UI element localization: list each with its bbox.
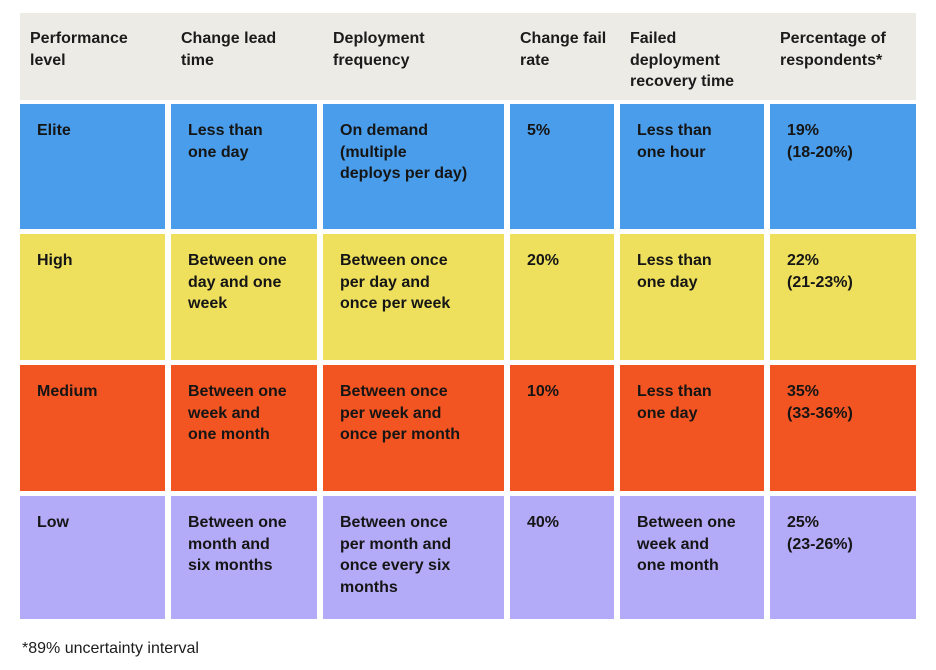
table-header-row: Performance level Change lead time Deplo… xyxy=(20,13,916,100)
cell-deployment-frequency: Between once per week and once per month xyxy=(323,365,504,491)
cell-deployment-frequency: Between once per day and once per week xyxy=(323,234,504,360)
column-header-performance-level: Performance level xyxy=(30,30,128,69)
column-header-percentage-of-respondents: Percentage of respondents* xyxy=(780,30,886,69)
cell-performance-level: Elite xyxy=(20,104,165,229)
cell-change-fail-rate: 10% xyxy=(510,365,614,491)
cell-failed-deployment-recovery-time: Less than one day xyxy=(620,365,764,491)
cell-percentage-of-respondents: 35% (33-36%) xyxy=(770,365,916,491)
column-header-change-lead-time: Change lead time xyxy=(181,30,277,69)
cell-deployment-frequency: On demand (multiple deploys per day) xyxy=(323,104,504,229)
cell-change-fail-rate: 5% xyxy=(510,104,614,229)
cell-failed-deployment-recovery-time: Less than one hour xyxy=(620,104,764,229)
cell-change-fail-rate: 40% xyxy=(510,496,614,619)
cell-failed-deployment-recovery-time: Between one week and one month xyxy=(620,496,764,619)
cell-change-lead-time: Between one month and six months xyxy=(171,496,317,619)
cell-performance-level: Low xyxy=(20,496,165,619)
cell-percentage-of-respondents: 22% (21-23%) xyxy=(770,234,916,360)
column-header-deployment-frequency: Deployment frequency xyxy=(333,30,425,69)
table-row-medium: Medium Between one week and one month Be… xyxy=(20,365,916,491)
cell-percentage-of-respondents: 25% (23-26%) xyxy=(770,496,916,619)
cell-change-lead-time: Less than one day xyxy=(171,104,317,229)
cell-performance-level: Medium xyxy=(20,365,165,491)
table-row-low: Low Between one month and six months Bet… xyxy=(20,496,916,619)
table-row-high: High Between one day and one week Betwee… xyxy=(20,234,916,360)
uncertainty-interval-footnote: *89% uncertainty interval xyxy=(22,640,199,657)
cell-failed-deployment-recovery-time: Less than one day xyxy=(620,234,764,360)
cell-change-lead-time: Between one day and one week xyxy=(171,234,317,360)
cell-change-fail-rate: 20% xyxy=(510,234,614,360)
cell-percentage-of-respondents: 19% (18-20%) xyxy=(770,104,916,229)
cell-performance-level: High xyxy=(20,234,165,360)
cell-deployment-frequency: Between once per month and once every si… xyxy=(323,496,504,619)
column-header-change-fail-rate: Change fail rate xyxy=(520,30,607,69)
column-header-failed-deployment-recovery-time: Failed deployment recovery time xyxy=(630,30,735,91)
table-row-elite: Elite Less than one day On demand (multi… xyxy=(20,104,916,229)
cell-change-lead-time: Between one week and one month xyxy=(171,365,317,491)
